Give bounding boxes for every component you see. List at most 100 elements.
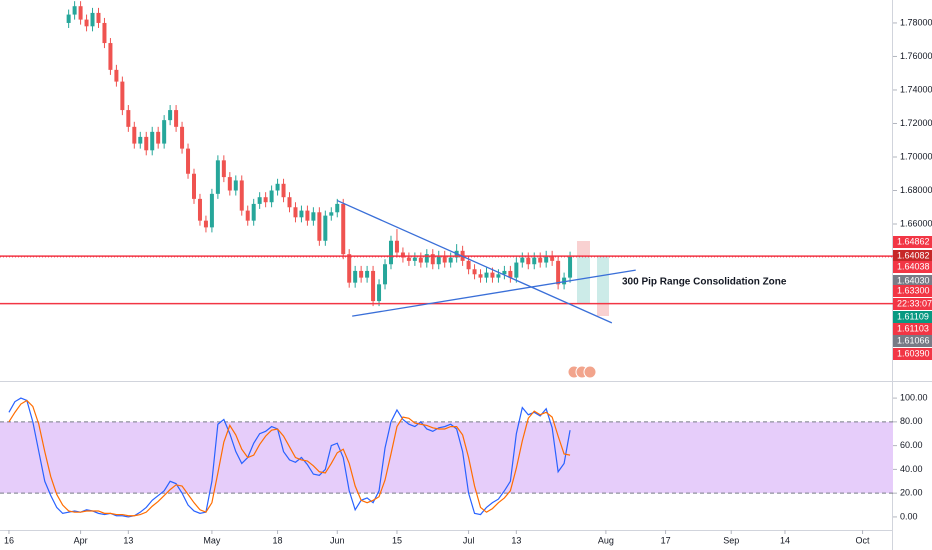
price-badge-label: 1.64082 [897,250,930,260]
candle-body [275,183,280,191]
x-tick-label: 14 [780,535,790,545]
position-stop [597,303,609,316]
y-tick-label: 60.00 [900,440,923,450]
candle-body [156,131,161,144]
y-tick-label: 80.00 [900,416,923,426]
y-tick-label: 1.78000 [900,17,932,27]
candle-body [347,254,352,283]
price-badge-label: 1.61109 [897,311,929,321]
candle-body [215,160,220,194]
candle-body [66,14,71,23]
y-tick-label: 1.72000 [900,118,932,128]
candle-body [162,120,167,144]
candle-body [108,43,113,70]
price-badge [893,285,932,297]
candle-body [120,81,125,111]
candle-body [186,148,191,174]
candle-body [90,12,95,27]
price-badge [893,275,932,287]
candle-body [299,210,304,218]
price-badge-label: 1.64038 [897,261,930,271]
candle-body [442,255,447,263]
stochastic-line [8,399,571,517]
candle-body [269,190,274,203]
price-badge [893,250,932,262]
candle-body [114,69,119,82]
candle-body [96,12,101,23]
y-tick-label: 1.68000 [900,185,932,195]
candle-body [144,136,149,151]
candle-body [526,257,531,265]
candle-body [371,270,376,302]
candle-body [174,110,179,127]
candle-body [377,284,382,302]
candle-body [192,173,197,199]
candle-body [472,269,477,275]
event-icon [583,365,597,379]
trendline [352,269,636,317]
candle-body [197,198,202,221]
x-tick-label: 16 [4,535,14,545]
candle-body [227,177,232,191]
candle-body [538,257,543,263]
candle-body [502,270,507,275]
candle-body [257,197,262,204]
candle-body [556,260,561,285]
candle-body [359,270,364,278]
candle-body [335,203,340,213]
position-tools [577,241,609,316]
price-badge-label: 1.63300 [897,285,930,295]
price-badge-label: 1.60390 [897,348,930,358]
candle-body [329,212,334,216]
y-tick-label: 20.00 [900,488,923,498]
candle-body [430,254,435,265]
candle-body [168,110,173,121]
x-tick-label: Jun [330,535,345,545]
candle-body [466,260,471,270]
x-tick-label: 17 [661,535,671,545]
candle-body [550,255,555,261]
candle-body [353,270,358,283]
candle-body [72,6,77,15]
y-tick-label: 0.00 [900,511,918,521]
candle-body [365,270,370,278]
y-tick-label: 1.74000 [900,84,932,94]
price-badge [893,335,932,347]
candle-body [251,203,256,221]
candle-body [383,264,388,285]
price-badge-label: 1.61066 [897,335,930,345]
candle-body [436,255,441,265]
candle-body [406,257,411,261]
candle-body [448,257,453,263]
price-badge [893,236,932,248]
candle-body [209,193,214,228]
price-badge-label: 1.64030 [897,275,930,285]
candle-body [233,180,238,191]
candle-body [388,240,393,265]
candle-body [490,272,495,278]
candles [66,1,573,307]
y-tick-label: 100.00 [900,392,928,402]
candle-body [317,212,322,241]
candle-body [394,240,399,253]
x-tick-label: 13 [511,535,521,545]
price-badge [893,348,932,360]
candle-body [132,126,137,144]
position-stop [577,241,590,256]
candle-body [508,270,513,278]
x-tick-label: 15 [392,535,402,545]
candle-body [150,131,155,151]
band [0,421,893,494]
y-tick-label: 1.70000 [900,151,932,161]
x-tick-label: Sep [723,535,739,545]
candle-body [138,136,143,144]
candle-body [520,257,525,263]
position-target [597,256,609,303]
trendline [336,199,613,324]
candle-body [203,220,208,228]
candle-body [84,19,89,27]
candle-body [126,110,131,127]
candle-body [478,274,483,278]
candle-body [293,207,298,218]
